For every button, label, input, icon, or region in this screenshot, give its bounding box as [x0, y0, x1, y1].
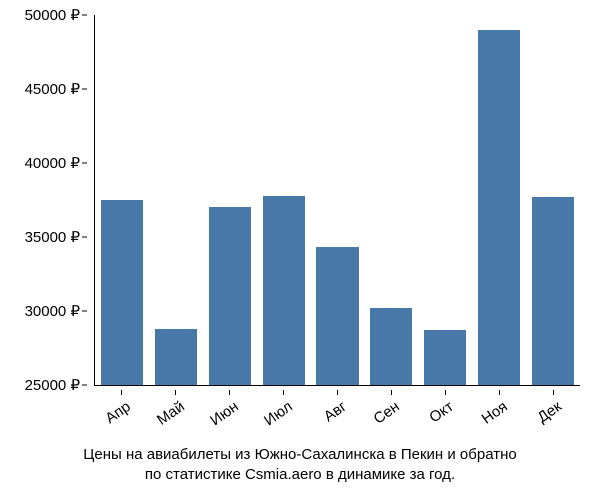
- bar: [316, 247, 358, 385]
- x-tick-mark: [391, 390, 392, 395]
- bar: [532, 197, 574, 385]
- x-tick-mark: [229, 390, 230, 395]
- y-tick-label: 35000 ₽: [25, 228, 80, 246]
- x-tick-label: Ноя: [479, 398, 511, 428]
- caption-line-2: по статистике Csmia.aero в динамике за г…: [0, 465, 600, 485]
- x-tick-mark: [283, 390, 284, 395]
- y-tick-mark: [82, 15, 87, 16]
- y-tick-mark: [82, 237, 87, 238]
- y-tick-label: 30000 ₽: [25, 302, 80, 320]
- y-tick-label: 25000 ₽: [25, 376, 80, 394]
- x-tick-mark: [337, 390, 338, 395]
- plot-area: [95, 15, 580, 385]
- y-axis: 25000 ₽30000 ₽35000 ₽40000 ₽45000 ₽50000…: [0, 15, 90, 385]
- bar: [370, 308, 412, 385]
- x-axis: Апр Май Июн Июл Авг Сен Окт Ноя Дек: [95, 390, 580, 440]
- bar: [424, 330, 466, 385]
- caption-line-1: Цены на авиабилеты из Южно-Сахалинска в …: [0, 445, 600, 465]
- x-tick-label: Авг: [320, 398, 349, 425]
- bar: [155, 329, 197, 385]
- x-tick-mark: [121, 390, 122, 395]
- x-tick-label: Июл: [261, 398, 296, 429]
- bar: [263, 196, 305, 385]
- x-tick-label: Сен: [371, 398, 403, 428]
- y-tick-label: 50000 ₽: [25, 6, 80, 24]
- x-tick-label: Окт: [427, 398, 457, 426]
- x-tick-label: Апр: [102, 398, 133, 427]
- x-tick-label: Июн: [207, 398, 242, 429]
- bar: [209, 207, 251, 385]
- y-tick-label: 40000 ₽: [25, 154, 80, 172]
- x-tick-mark: [445, 390, 446, 395]
- x-tick-label: Май: [154, 398, 188, 429]
- y-tick-mark: [82, 89, 87, 90]
- bar: [478, 30, 520, 385]
- x-tick-mark: [553, 390, 554, 395]
- y-tick-mark: [82, 385, 87, 386]
- price-chart: 25000 ₽30000 ₽35000 ₽40000 ₽45000 ₽50000…: [95, 15, 580, 385]
- x-tick-mark: [499, 390, 500, 395]
- x-tick-mark: [175, 390, 176, 395]
- chart-caption: Цены на авиабилеты из Южно-Сахалинска в …: [0, 445, 600, 486]
- x-axis-line: [94, 385, 580, 386]
- bar: [101, 200, 143, 385]
- x-tick-label: Дек: [535, 398, 565, 426]
- y-tick-mark: [82, 311, 87, 312]
- y-tick-mark: [82, 163, 87, 164]
- y-tick-label: 45000 ₽: [25, 80, 80, 98]
